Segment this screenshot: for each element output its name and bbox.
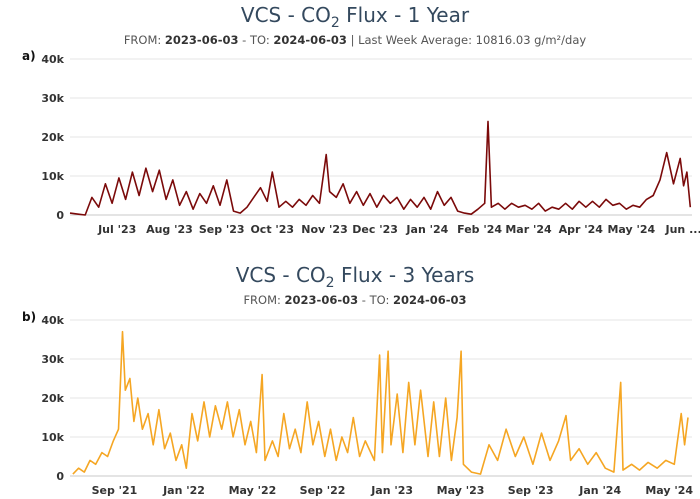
chart-b-subtitle: FROM: 2023-06-03 - TO: 2024-06-03 — [243, 293, 466, 307]
x-tick-label: Aug '23 — [146, 223, 193, 236]
x-tick-label: May '24 — [645, 484, 693, 497]
y-tick-label: 10k — [41, 431, 64, 444]
y-tick-label: 40k — [41, 314, 64, 327]
y-tick-label: 0 — [56, 209, 64, 222]
series-line — [72, 330, 689, 475]
chart-a-subtitle: FROM: 2023-06-03 - TO: 2024-06-03 | Last… — [124, 33, 587, 47]
x-tick-label: Apr '24 — [559, 223, 604, 236]
x-tick-label: Feb '24 — [457, 223, 502, 236]
chart-a-panel-label: a) — [22, 49, 36, 63]
x-tick-label: Sep '21 — [92, 484, 138, 497]
series-line — [69, 120, 692, 216]
x-tick-label: Sep '22 — [300, 484, 346, 497]
x-tick-label: Nov '23 — [301, 223, 347, 236]
x-tick-label: Jul '23 — [97, 223, 136, 236]
x-tick-label: Oct '23 — [250, 223, 294, 236]
y-tick-label: 40k — [41, 53, 64, 66]
chart-a-plot: 0 10k 20k 30k 40k Jul '23 Aug '23 Sep '23 Oct '2… — [41, 53, 700, 236]
y-tick-label: 20k — [41, 131, 64, 144]
chart-b-title: VCS - CO2 Flux - 3 Years — [236, 263, 475, 291]
x-tick-label: Jan '24 — [405, 223, 448, 236]
y-tick-label: 0 — [56, 470, 64, 483]
x-tick-label: Mar '24 — [505, 223, 552, 236]
x-tick-label: Jan '22 — [162, 484, 205, 497]
x-tick-label: Sep '23 — [199, 223, 245, 236]
x-tick-label: Jan '24 — [578, 484, 621, 497]
x-tick-label: May '24 — [607, 223, 655, 236]
x-tick-label: May '22 — [229, 484, 277, 497]
x-tick-label: Jan '23 — [370, 484, 413, 497]
x-tick-label: Dec '23 — [352, 223, 398, 236]
y-tick-label: 30k — [41, 353, 64, 366]
x-tick-label: May '23 — [437, 484, 485, 497]
x-tick-label: Sep '23 — [508, 484, 554, 497]
y-tick-label: 30k — [41, 92, 64, 105]
y-tick-label: 10k — [41, 170, 64, 183]
x-tick-label: Jun ... — [665, 223, 700, 236]
chart-b-panel-label: b) — [22, 310, 36, 324]
y-tick-label: 20k — [41, 392, 64, 405]
chart-b-plot: 0 10k 20k 30k 40k Sep '21 Jan '22 May '22 Sep '2… — [41, 314, 693, 497]
chart-a-title: VCS - CO2 Flux - 1 Year — [241, 3, 470, 31]
